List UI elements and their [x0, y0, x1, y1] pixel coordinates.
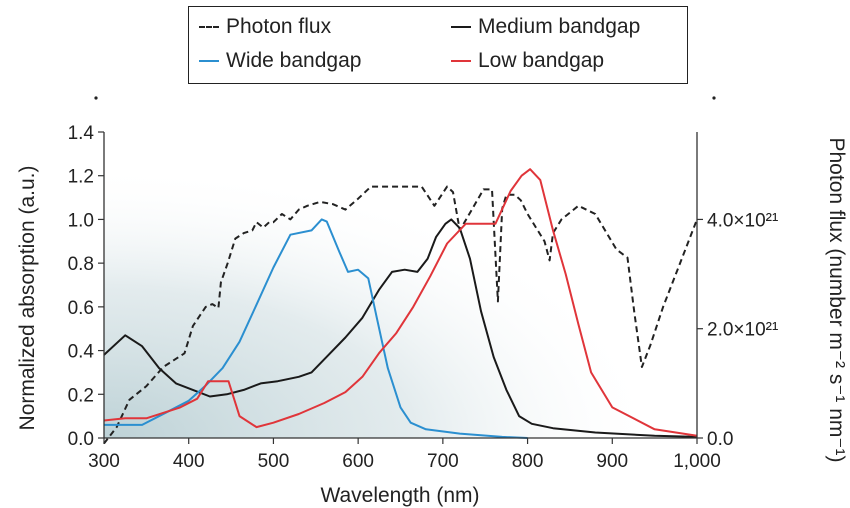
x-tick-label: 500: [258, 451, 290, 472]
y-left-tick-label: 0.4: [68, 342, 95, 363]
y-right-tick-label: 0.0: [707, 429, 733, 450]
legend-item-medium-bandgap: Medium bandgap: [451, 15, 640, 39]
y-left-tick-label: 0.0: [68, 429, 94, 450]
legend: Photon flux Medium bandgap Wide bandgap …: [188, 6, 688, 84]
y-left-tick-label: 0.2: [68, 385, 94, 406]
series-line-low-bandgap: [103, 168, 698, 437]
x-ticks: 300 400 500 600 700 800 900 1,000: [88, 438, 721, 472]
background-shading: [104, 164, 664, 439]
x-tick-label: 700: [427, 451, 459, 472]
legend-swatch-wide-bandgap: [199, 60, 219, 62]
x-axis-label: Wavelength (nm): [320, 484, 479, 507]
legend-item-photon-flux: Photon flux: [199, 15, 331, 39]
x-tick-label: 900: [596, 451, 628, 472]
y-right-tick-label: 4.0×10²¹: [707, 210, 778, 231]
x-tick-label: 600: [342, 451, 374, 472]
series-line-medium-bandgap: [103, 218, 698, 438]
y-right-ticks: 0.0 2.0×10²¹ 4.0×10²¹: [697, 210, 778, 450]
x-tick-label: 300: [88, 451, 120, 472]
y-left-tick-label: 1.0: [68, 210, 94, 231]
legend-label-medium-bandgap: Medium bandgap: [478, 15, 641, 38]
series-line-wide-bandgap: [104, 218, 528, 439]
legend-item-wide-bandgap: Wide bandgap: [199, 49, 361, 73]
series-group: [103, 168, 698, 445]
x-tick-label: 400: [173, 451, 205, 472]
x-tick-label: 800: [512, 451, 544, 472]
legend-label-low-bandgap: Low bandgap: [478, 49, 605, 72]
y-left-tick-label: 0.8: [68, 254, 94, 275]
y-axis-label-right: Photon flux (number m⁻² s⁻¹ nm⁻¹): [825, 138, 848, 463]
corner-dot-left: [94, 96, 98, 100]
x-tick-label: 1,000: [673, 451, 721, 472]
series-line-photon-flux: [103, 185, 698, 445]
y-left-ticks: 0.0 0.2 0.4 0.6 0.8 1.0 1.2 1.4: [68, 123, 104, 450]
legend-item-low-bandgap: Low bandgap: [451, 49, 604, 73]
background-gradient: [104, 164, 664, 439]
y-left-tick-label: 1.4: [68, 123, 95, 144]
y-left-tick-label: 1.2: [68, 167, 94, 188]
legend-swatch-photon-flux: [199, 26, 219, 28]
y-left-tick-label: 0.6: [68, 298, 94, 319]
corner-dot-right: [712, 96, 716, 100]
y-right-tick-label: 2.0×10²¹: [707, 320, 778, 341]
legend-label-wide-bandgap: Wide bandgap: [226, 49, 362, 72]
axes-group: [103, 132, 698, 439]
y-axis-label-left: Normalized absorption (a.u.): [16, 166, 39, 431]
legend-swatch-low-bandgap: [451, 60, 471, 62]
legend-swatch-medium-bandgap: [451, 26, 471, 28]
legend-label-photon-flux: Photon flux: [226, 15, 332, 38]
